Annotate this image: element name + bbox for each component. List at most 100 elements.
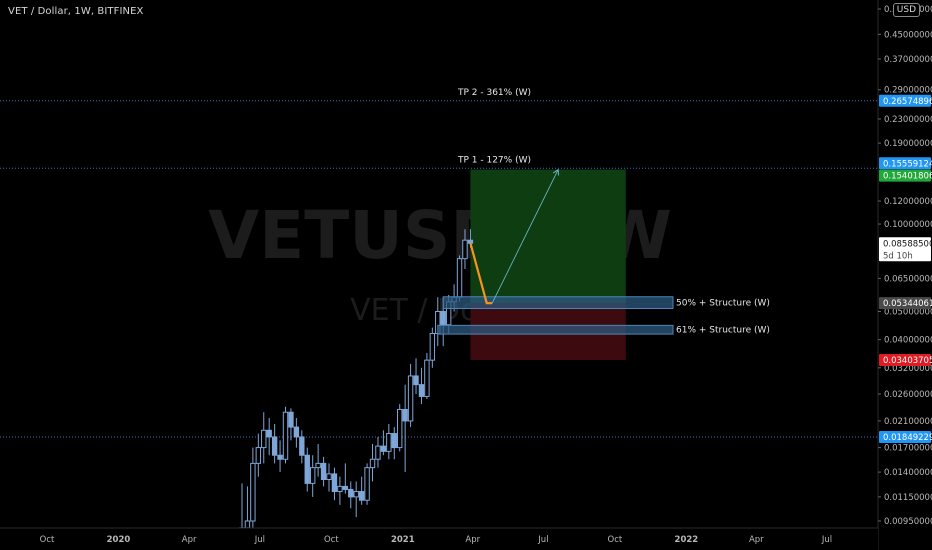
candle-body: [358, 491, 365, 501]
candle: [407, 363, 414, 428]
candle-body: [299, 436, 305, 456]
time-axis[interactable]: Oct 2020 Apr Jul Oct 2021 Apr Jul Oct 2022 Apr Jul: [0, 527, 878, 550]
structure-zone-label: 50% + Structure (W): [676, 299, 770, 309]
price-axis-background: [878, 0, 932, 550]
candle: [331, 467, 338, 501]
candle-body: [364, 467, 370, 501]
price-tick-label: 0.05000000: [884, 307, 932, 317]
candle-body: [255, 447, 262, 464]
price-tag-level: [879, 430, 931, 443]
currency-button[interactable]: USD: [892, 3, 920, 17]
candle-body: [293, 426, 300, 438]
price-tick-label: 0.29000000: [884, 86, 932, 96]
projection-drop-line: [469, 242, 493, 305]
candle: [391, 427, 397, 460]
candle-body: [309, 467, 316, 484]
price-tick-label: 0.10000000: [884, 220, 932, 230]
candle: [309, 455, 316, 497]
candle: [418, 367, 425, 405]
candle-body: [261, 429, 267, 449]
candle: [456, 255, 463, 302]
candle: [271, 423, 278, 464]
price-tick-label: 0.06500000: [884, 274, 932, 284]
candle: [386, 423, 392, 460]
candle-body: [288, 411, 294, 428]
candle: [255, 433, 262, 477]
candle: [348, 481, 354, 509]
candlestick-series: [239, 229, 474, 543]
price-tick-label: 0.45000000: [884, 30, 932, 40]
price-axis[interactable]: 0.550000000.450000000.370000000.29000000…: [877, 0, 932, 550]
projection-rise-line: [491, 169, 559, 304]
candle-body: [369, 458, 376, 469]
time-axis-background: [0, 528, 878, 550]
time-tick-label: Oct: [40, 535, 55, 545]
candle-body: [277, 454, 283, 460]
candle: [397, 404, 403, 452]
candle: [424, 352, 430, 399]
time-tick-label: 2021: [391, 535, 415, 545]
candle-body: [413, 375, 419, 386]
candle-body: [326, 473, 332, 481]
current-price-label: 0.08588500: [883, 239, 932, 249]
candle-body: [397, 408, 403, 449]
price-tag-tp1: [879, 157, 931, 170]
structure-zones: 50% + Structure (W) 61% + Structure (W): [437, 296, 770, 336]
price-tick-label: 0.01700000: [884, 444, 932, 454]
candle-body: [402, 408, 408, 422]
structure-zone: [437, 324, 674, 335]
candle-body: [440, 310, 446, 326]
candle: [369, 443, 376, 482]
price-tag-entry: [879, 297, 931, 310]
candle: [358, 476, 365, 505]
candle-body: [424, 359, 430, 397]
candle-body: [375, 445, 381, 460]
candle-body: [467, 239, 474, 244]
price-tags: 0.26574896 0.15559124 0.15401806 0.05344061…: [879, 94, 932, 443]
price-tick-label: 0.03200000: [884, 364, 932, 374]
candle: [288, 408, 294, 441]
candle-body: [320, 462, 327, 481]
line-labels: TP 2 - 361% (W) TP 1 - 127% (W): [457, 88, 531, 166]
candle-body: [282, 411, 289, 460]
price-tick-label: 0.23000000: [884, 115, 932, 125]
candle: [293, 417, 300, 448]
candle: [277, 440, 283, 473]
candle-body: [250, 462, 256, 522]
candle-body: [386, 433, 392, 452]
time-tick-label: Apr: [749, 535, 764, 545]
price-tag-label: 0.15559124: [883, 159, 932, 169]
candle-body: [407, 375, 414, 422]
candle-body: [348, 488, 354, 498]
candle: [380, 430, 387, 456]
price-tag-label: 0.01849229: [883, 433, 932, 443]
price-tag-label: 0.26574896: [883, 97, 932, 107]
time-tick-label: Oct: [608, 535, 623, 545]
price-tick-label: 0.12000000: [884, 197, 932, 207]
price-tick-label: 0.02600000: [884, 390, 932, 400]
candle-body: [304, 454, 310, 484]
candle: [282, 406, 289, 464]
price-tag-label: 0.05344061: [883, 299, 932, 309]
price-tick-label: 0.01150000: [884, 493, 932, 503]
candle-body: [271, 436, 278, 456]
chart-title: VET / Dollar, 1W, BITFINEX: [8, 6, 144, 17]
time-tick-label: Jul: [821, 535, 832, 545]
candle-body: [380, 445, 387, 452]
price-tick-label: 0.19000000: [884, 139, 932, 149]
price-tick-label: 0.00950000: [884, 517, 932, 527]
price-tick-label: 0.02100000: [884, 417, 932, 427]
candle-body: [353, 491, 359, 498]
candle: [375, 436, 381, 468]
time-tick-label: 2020: [107, 535, 131, 545]
candle-body: [462, 239, 468, 260]
current-price-tag: [879, 237, 931, 262]
profit-zone: [470, 169, 626, 304]
time-tick-label: 2022: [675, 535, 699, 545]
candle: [353, 481, 359, 518]
candle-body: [456, 258, 463, 298]
candle-body: [391, 433, 397, 449]
candle: [304, 447, 310, 492]
candle: [299, 430, 305, 464]
